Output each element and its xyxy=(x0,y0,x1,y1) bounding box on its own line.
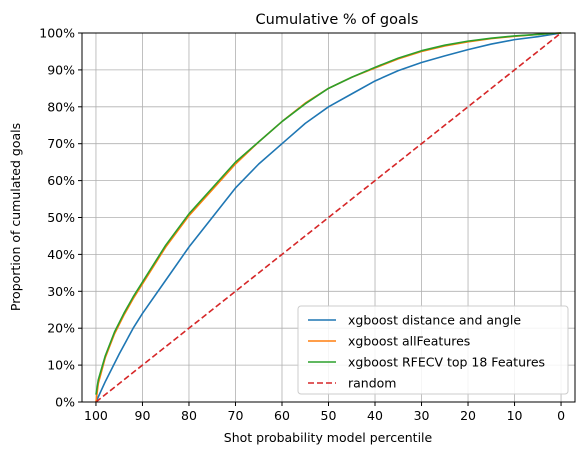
y-tick-label: 90% xyxy=(47,62,75,77)
y-tick-label: 0% xyxy=(55,395,75,410)
x-tick-label: 40 xyxy=(367,408,383,423)
y-axis: 0% 10% 20% 30% 40% 50% 60% 70% 80% 90% 100% xyxy=(39,26,82,410)
y-tick-label: 80% xyxy=(47,99,75,114)
legend-label-3: random xyxy=(348,376,396,391)
x-axis: 100 90 80 70 60 50 40 30 20 10 0 xyxy=(84,402,565,423)
x-tick-label: 20 xyxy=(460,408,476,423)
y-tick-label: 30% xyxy=(47,284,75,299)
legend-label-2: xgboost RFECV top 18 Features xyxy=(348,355,545,370)
y-tick-label: 20% xyxy=(47,321,75,336)
y-tick-label: 60% xyxy=(47,173,75,188)
y-tick-label: 70% xyxy=(47,136,75,151)
x-tick-label: 0 xyxy=(557,408,565,423)
y-axis-label: Proportion of cumulated goals xyxy=(8,123,23,311)
y-tick-label: 100% xyxy=(39,26,75,41)
x-tick-label: 100 xyxy=(84,408,108,423)
legend-label-0: xgboost distance and angle xyxy=(348,313,521,328)
x-tick-label: 10 xyxy=(507,408,523,423)
y-tick-label: 50% xyxy=(47,210,75,225)
x-tick-label: 60 xyxy=(274,408,290,423)
x-tick-label: 50 xyxy=(321,408,337,423)
chart-title: Cumulative % of goals xyxy=(256,12,419,28)
y-tick-label: 40% xyxy=(47,247,75,262)
y-tick-label: 10% xyxy=(47,358,75,373)
legend: xgboost distance and angle xgboost allFea… xyxy=(298,306,568,394)
x-tick-label: 30 xyxy=(414,408,430,423)
x-tick-label: 90 xyxy=(135,408,151,423)
x-axis-label: Shot probability model percentile xyxy=(224,430,433,445)
x-tick-label: 70 xyxy=(228,408,244,423)
legend-label-1: xgboost allFeatures xyxy=(348,334,470,349)
x-tick-label: 80 xyxy=(181,408,197,423)
